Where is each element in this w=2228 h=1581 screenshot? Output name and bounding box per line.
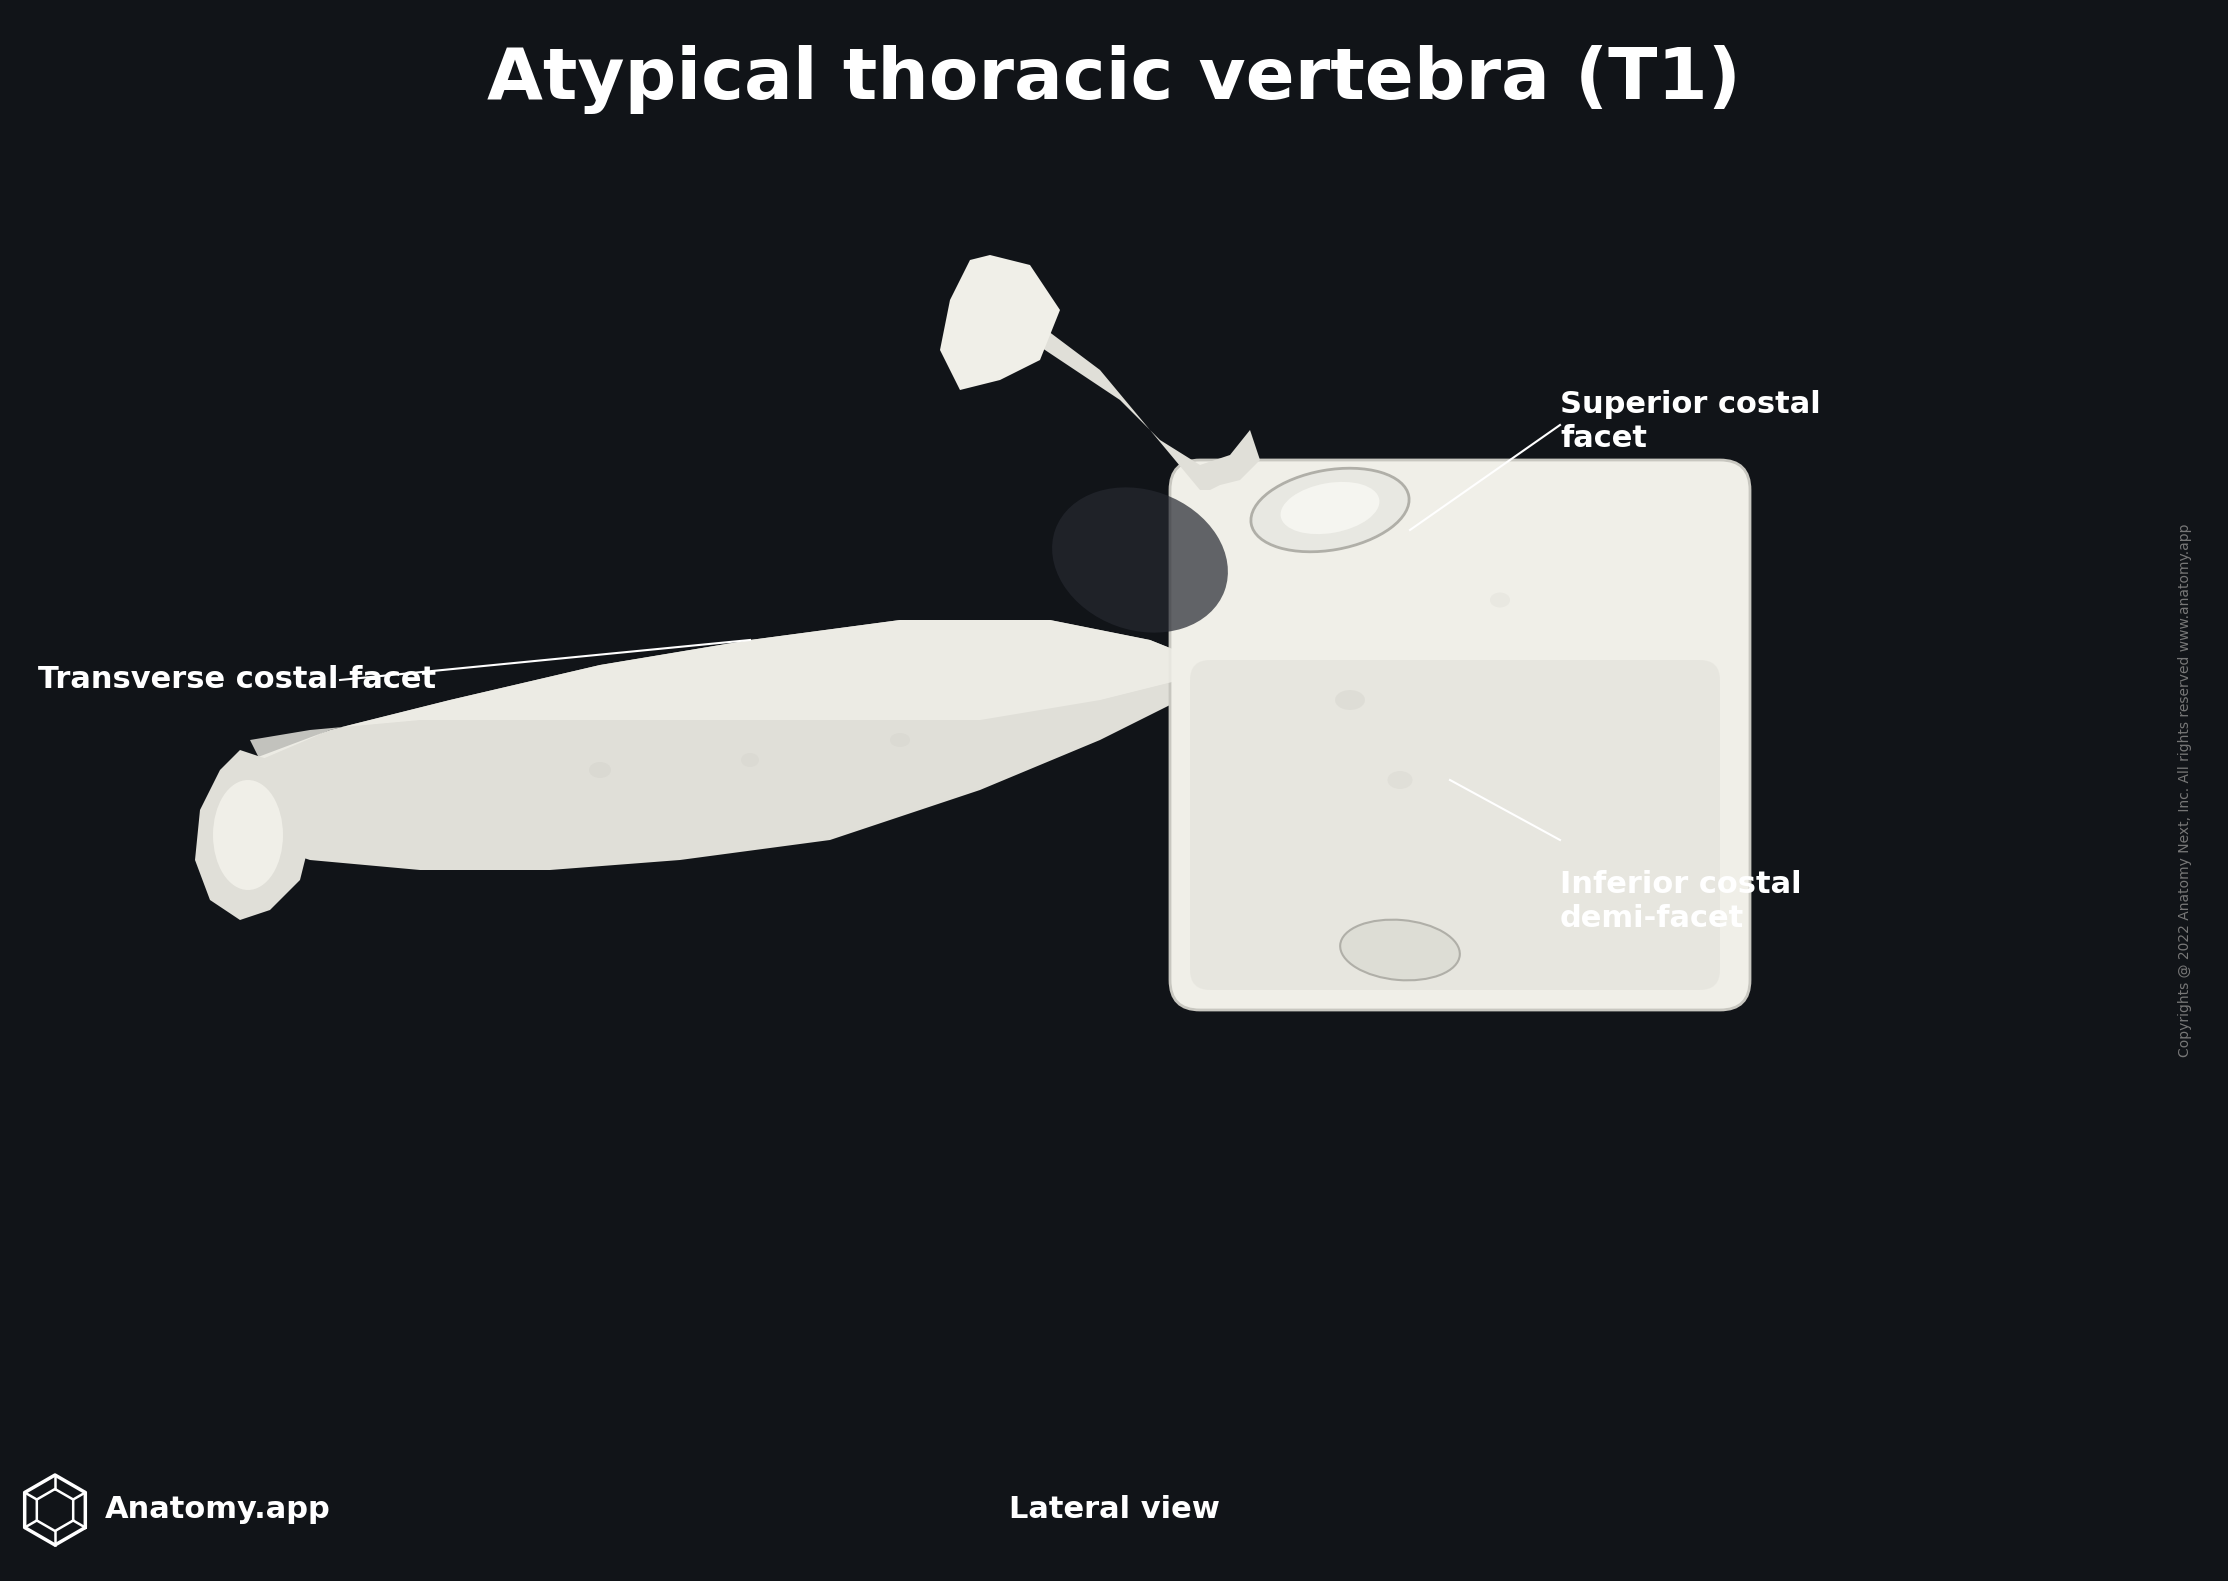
Text: Anatomy.app: Anatomy.app <box>105 1496 330 1524</box>
Text: Atypical thoracic vertebra (T1): Atypical thoracic vertebra (T1) <box>488 46 1740 114</box>
Ellipse shape <box>889 734 909 746</box>
Ellipse shape <box>588 762 610 778</box>
Text: Lateral view: Lateral view <box>1009 1496 1219 1524</box>
Text: Inferior costal
demi-facet: Inferior costal demi-facet <box>1560 870 1802 933</box>
Text: Copyrights @ 2022 Anatomy Next, Inc. All rights reserved www.anatomy.app: Copyrights @ 2022 Anatomy Next, Inc. All… <box>2179 523 2192 1058</box>
Ellipse shape <box>1335 689 1366 710</box>
Ellipse shape <box>1388 772 1413 789</box>
Ellipse shape <box>1341 920 1459 980</box>
Text: Transverse costal facet: Transverse costal facet <box>38 666 437 694</box>
Ellipse shape <box>1250 468 1408 552</box>
Polygon shape <box>980 280 1261 490</box>
Polygon shape <box>940 255 1061 391</box>
Polygon shape <box>250 620 1201 760</box>
Polygon shape <box>229 620 1201 870</box>
Ellipse shape <box>1281 482 1379 534</box>
Ellipse shape <box>1491 593 1511 607</box>
Text: Superior costal
facet: Superior costal facet <box>1560 391 1820 452</box>
Polygon shape <box>196 749 310 920</box>
Ellipse shape <box>742 753 760 767</box>
Ellipse shape <box>1052 487 1228 632</box>
Ellipse shape <box>214 779 283 890</box>
FancyBboxPatch shape <box>1190 659 1720 990</box>
FancyBboxPatch shape <box>1170 460 1749 1010</box>
